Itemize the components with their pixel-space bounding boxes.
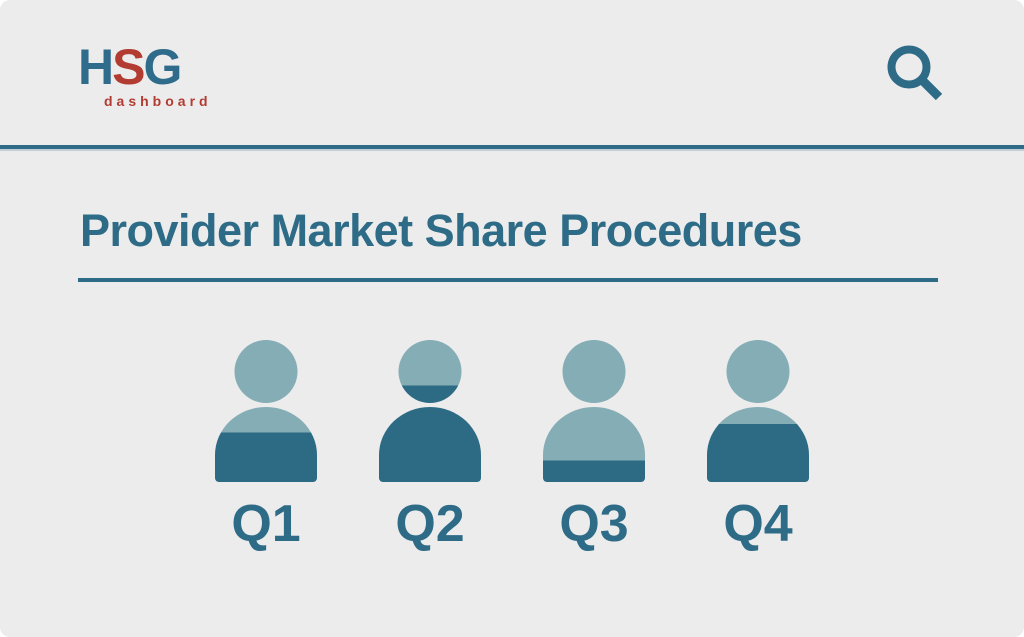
quarter-label-q4: Q4: [723, 495, 793, 553]
quarter-label-q2: Q2: [395, 495, 465, 553]
person-torso: [707, 407, 809, 482]
header-divider: [0, 145, 1024, 149]
person-icon-q1: [214, 340, 318, 482]
person-icon-q3: [542, 340, 646, 482]
quarter-label-q1: Q1: [231, 495, 301, 553]
person-head: [398, 340, 462, 403]
quarter-cell-q3: Q3: [542, 340, 646, 550]
quarter-cell-q2: Q2: [378, 340, 482, 550]
search-icon: [882, 45, 948, 111]
page-title: Provider Market Share Procedures: [80, 205, 802, 256]
person-torso: [215, 407, 317, 482]
logo-subtitle: dashboard: [104, 93, 212, 109]
person-head: [726, 340, 790, 403]
person-head: [562, 340, 626, 403]
search-button[interactable]: [882, 42, 948, 108]
quarter-cell-q1: Q1: [214, 340, 318, 550]
main-content: Provider Market Share Procedures Q1 Q2: [0, 208, 1024, 550]
person-icon-q4: [706, 340, 810, 482]
quarter-label-q3: Q3: [559, 495, 629, 553]
title-underline: [78, 278, 938, 282]
person-icon-q2: [378, 340, 482, 482]
logo-wordmark: HSG: [78, 42, 212, 92]
person-head: [234, 340, 298, 403]
logo-letter-h: H: [78, 39, 114, 95]
hsg-logo[interactable]: HSG dashboard: [78, 42, 212, 108]
logo-letter-s: S: [112, 39, 145, 95]
quarterly-pictograph: Q1 Q2 Q3 Q4: [214, 340, 810, 550]
quarter-cell-q4: Q4: [706, 340, 810, 550]
person-torso: [379, 407, 481, 482]
person-torso: [543, 407, 645, 482]
logo-letter-g: G: [143, 39, 182, 95]
header: HSG dashboard: [0, 0, 1024, 145]
